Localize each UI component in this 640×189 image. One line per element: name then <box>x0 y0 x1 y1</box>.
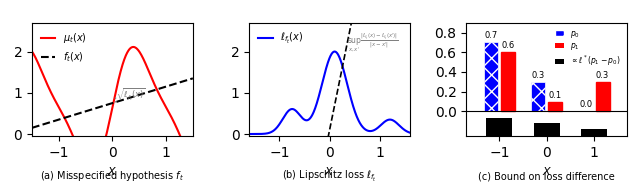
$\mu_t(x)$ <box>105 123 113 125</box>
$\ell_{f_t}(x)$ <box>374 127 381 129</box>
Text: $\sqrt{\ell_{f_t}(x)}$: $\sqrt{\ell_{f_t}(x)}$ <box>116 87 146 103</box>
Legend: $p_0$, $p_1$, $\propto \ell^*(p_1 - p_0)$: $p_0$, $p_1$, $\propto \ell^*(p_1 - p_0)… <box>553 26 623 70</box>
Text: 0.1: 0.1 <box>548 91 562 100</box>
Text: 0.0: 0.0 <box>579 101 592 109</box>
$\ell_{f_t}(x)$ <box>310 110 318 112</box>
Text: 0.6: 0.6 <box>501 41 515 50</box>
$f_t(x)$ <box>28 127 36 129</box>
Line: $\mu_t(x)$: $\mu_t(x)$ <box>32 47 193 167</box>
Text: 0.3: 0.3 <box>596 71 609 80</box>
$f_t(x)$ <box>160 86 168 88</box>
X-axis label: $X$: $X$ <box>541 165 552 177</box>
Bar <box>534 123 560 163</box>
$\mu_t(x)$ <box>106 119 113 121</box>
$\mu_t(x)$ <box>88 166 95 169</box>
Title: (a) Misspecified hypothesis $f_t$: (a) Misspecified hypothesis $f_t$ <box>40 169 184 183</box>
Bar <box>531 82 545 112</box>
$\ell_{f_t}(x)$ <box>371 129 379 131</box>
$\mu_t(x)$ <box>186 156 193 158</box>
$\ell_{f_t}(x)$ <box>262 132 269 135</box>
Bar <box>486 118 513 158</box>
$\mu_t(x)$ <box>124 50 132 52</box>
Text: $\sup_{x,x'} \frac{|\ell_{f_t}(x) - \ell_{f_t}(x')|}{|x - x'|}$: $\sup_{x,x'} \frac{|\ell_{f_t}(x) - \ell… <box>347 32 399 54</box>
$\mu_t(x)$ <box>189 162 196 164</box>
Title: (b) Lipschitz loss $\ell_{f_t}$: (b) Lipschitz loss $\ell_{f_t}$ <box>282 169 377 184</box>
$\ell_{f_t}(x)$ <box>316 91 324 93</box>
Text: 0.3: 0.3 <box>532 71 545 80</box>
X-axis label: $X$: $X$ <box>324 165 335 177</box>
Bar <box>548 101 563 112</box>
$f_t(x)$ <box>124 97 132 100</box>
$\ell_{f_t}(x)$ <box>406 132 414 134</box>
Line: $\ell_{f_t}(x)$: $\ell_{f_t}(x)$ <box>249 52 410 134</box>
Legend: $\mu_t(x)$, $f_t(x)$: $\mu_t(x)$, $f_t(x)$ <box>37 28 91 68</box>
Bar <box>484 42 498 112</box>
$f_t(x)$ <box>106 103 113 105</box>
X-axis label: $X$: $X$ <box>108 165 118 177</box>
$\ell_{f_t}(x)$ <box>331 50 339 53</box>
$f_t(x)$ <box>185 78 193 81</box>
Legend: $\ell_{f_t}(x)$: $\ell_{f_t}(x)$ <box>254 28 308 50</box>
$f_t(x)$ <box>104 103 112 105</box>
$\ell_{f_t}(x)$ <box>245 133 253 135</box>
Title: (c) Bound on loss difference: (c) Bound on loss difference <box>478 171 615 181</box>
Bar <box>581 129 607 169</box>
$\ell_{f_t}(x)$ <box>356 122 364 124</box>
Line: $f_t(x)$: $f_t(x)$ <box>32 78 193 128</box>
Text: 0.7: 0.7 <box>484 31 497 40</box>
$\mu_t(x)$ <box>129 46 137 48</box>
$\mu_t(x)$ <box>116 75 124 77</box>
$\mu_t(x)$ <box>28 50 36 53</box>
$f_t(x)$ <box>189 77 196 80</box>
Bar <box>595 82 610 112</box>
$f_t(x)$ <box>115 100 123 102</box>
$\mu_t(x)$ <box>161 103 168 105</box>
Bar <box>501 52 515 112</box>
